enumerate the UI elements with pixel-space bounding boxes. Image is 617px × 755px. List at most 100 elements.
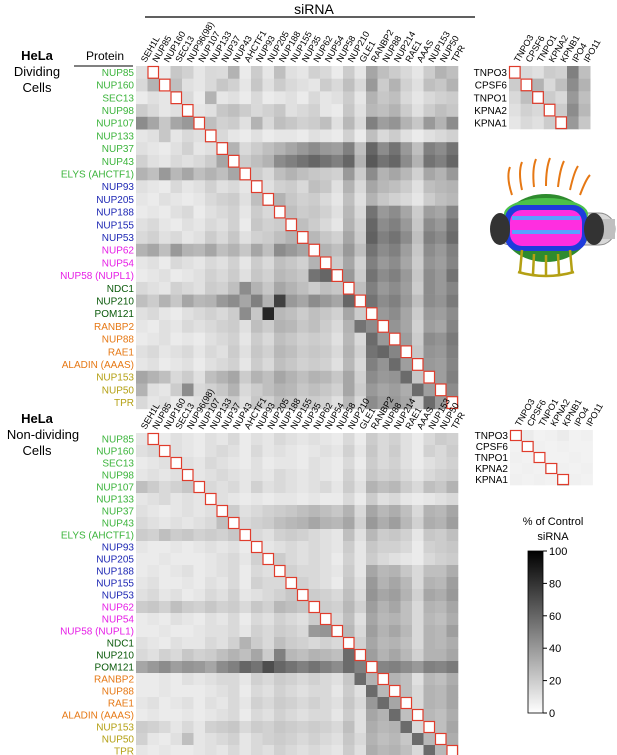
heatmap-cell — [170, 517, 183, 530]
heatmap-cell — [274, 745, 286, 755]
heatmap-cell — [297, 180, 309, 194]
heatmap-cell — [285, 294, 298, 308]
heatmap-cell — [331, 167, 344, 181]
heatmap-cell — [412, 697, 424, 710]
row-label: ALADIN (AAAS) — [62, 360, 134, 371]
heatmap-cell — [308, 116, 321, 130]
heatmap-cell — [412, 613, 424, 626]
inset-heatmap-cell — [557, 452, 570, 464]
heatmap-cell — [239, 541, 252, 554]
heatmap-cell — [331, 307, 344, 321]
heatmap-cell — [400, 721, 413, 734]
heatmap-cell — [216, 613, 229, 626]
heatmap-cell — [136, 505, 148, 518]
heatmap-cell — [216, 218, 229, 232]
heatmap-cell — [297, 193, 309, 206]
heatmap-cell — [377, 613, 390, 626]
row-label: NUP85 — [102, 68, 135, 79]
inset-self-knockdown-cell — [543, 103, 556, 117]
heatmap-cell — [297, 517, 309, 530]
heatmap-cell — [136, 218, 148, 232]
inset-heatmap-cell — [567, 116, 579, 130]
heatmap-cell — [228, 116, 240, 130]
heatmap-cell — [182, 142, 194, 156]
heatmap-cell — [354, 721, 367, 734]
heatmap-cell — [354, 445, 367, 458]
heatmap-cell — [136, 231, 148, 245]
heatmap-cell — [297, 358, 309, 372]
heatmap-cell — [147, 565, 160, 578]
heatmap-cell — [412, 231, 424, 245]
heatmap-cell — [366, 553, 378, 566]
heatmap-cell — [320, 205, 332, 219]
heatmap-cell — [251, 281, 263, 295]
heatmap-cell — [285, 661, 298, 674]
heatmap-cell — [400, 577, 413, 590]
heatmap-cell — [297, 345, 309, 359]
heatmap-cell — [423, 637, 436, 650]
heatmap-cell — [354, 332, 367, 346]
heatmap-cell — [320, 180, 332, 194]
inset-heatmap-cell — [567, 66, 579, 79]
heatmap-cell — [389, 457, 401, 470]
heatmap-cell — [297, 294, 309, 308]
heatmap-cell — [423, 307, 436, 321]
self-knockdown-cell — [216, 142, 229, 155]
heatmap-cell — [400, 505, 413, 518]
heatmap-cell — [182, 231, 194, 245]
heatmap-cell — [331, 577, 344, 590]
heatmap-cell — [297, 637, 309, 650]
heatmap-cell — [377, 205, 390, 219]
heatmap-cell — [193, 577, 206, 590]
heatmap-cell — [377, 433, 390, 446]
heatmap-cell — [228, 649, 240, 662]
heatmap-cell — [412, 457, 424, 470]
heatmap-cell — [251, 733, 263, 746]
row-label: NUP155 — [96, 220, 134, 231]
self-knockdown-cell — [181, 468, 194, 482]
heatmap-cell — [320, 383, 332, 397]
heatmap-cell — [205, 685, 217, 698]
heatmap-cell — [274, 396, 286, 410]
heatmap-cell — [389, 256, 401, 270]
heatmap-cell — [182, 294, 194, 308]
inset-heatmap-cell — [543, 78, 556, 92]
heatmap-cell — [239, 294, 252, 308]
heatmap-cell — [446, 320, 459, 333]
heatmap-cell — [262, 205, 275, 219]
row-label: TPR — [114, 746, 134, 755]
heatmap-cell — [193, 142, 206, 156]
heatmap-cell — [251, 345, 263, 359]
heatmap-cell — [423, 673, 436, 686]
heatmap-cell — [297, 78, 309, 92]
row-label: NUP85 — [102, 434, 135, 445]
heatmap-cell — [136, 589, 148, 602]
inset-heatmap-cell — [578, 103, 591, 117]
self-knockdown-cell — [342, 281, 355, 295]
heatmap-cell — [285, 256, 298, 270]
heatmap-cell — [147, 205, 160, 219]
heatmap-cell — [228, 129, 240, 143]
inset-self-knockdown-cell — [508, 65, 521, 79]
heatmap-cell — [239, 129, 252, 143]
heatmap-cell — [216, 370, 229, 384]
heatmap-cell — [274, 269, 286, 283]
heatmap-cell — [377, 294, 390, 308]
heatmap-cell — [435, 269, 447, 283]
heatmap-cell — [377, 505, 390, 518]
heatmap-cell — [136, 358, 148, 372]
self-knockdown-cell — [319, 256, 332, 270]
heatmap-cell — [320, 294, 332, 308]
heatmap-cell — [274, 167, 286, 181]
heatmap-cell — [136, 142, 148, 156]
inset-heatmap-cell — [580, 430, 593, 442]
heatmap-cell — [297, 129, 309, 143]
heatmap-cell — [446, 180, 459, 194]
heatmap-cell — [170, 66, 183, 79]
heatmap-cell — [239, 332, 252, 346]
heatmap-cell — [389, 469, 401, 482]
inset-heatmap-cell — [578, 66, 591, 79]
heatmap-cell — [366, 745, 378, 755]
heatmap-cell — [228, 745, 240, 755]
heatmap-cell — [343, 649, 355, 662]
